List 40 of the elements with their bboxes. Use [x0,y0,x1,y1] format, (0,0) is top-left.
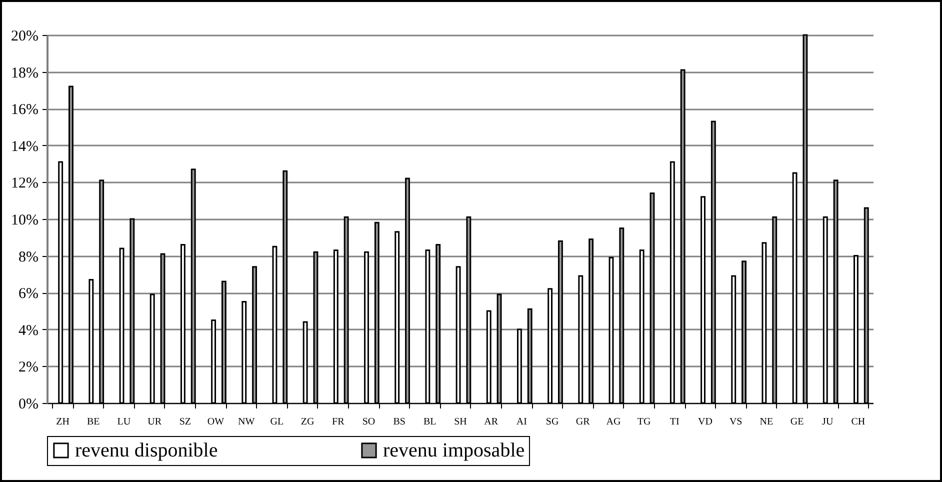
x-tick-label: AR [484,416,498,428]
x-tick-label: JU [822,416,834,428]
x-tick-label: GR [576,416,590,428]
x-tick-label: ZG [300,416,314,428]
x-tick-label: AI [516,416,527,428]
x-tick-label: OW [207,416,225,428]
x-tick-label: ZH [56,416,70,428]
y-tick-label: 4% [18,322,38,339]
x-tick-label: VS [729,416,742,428]
y-tick-label: 16% [11,102,38,118]
x-tick-label: UR [148,416,162,428]
x-tick-label: BS [393,416,406,428]
y-tick-label: 10% [11,212,38,228]
x-tick-label: FR [332,416,345,428]
x-tick-label: TI [670,416,680,428]
x-tick-label: GE [790,416,804,428]
y-tick-label: 8% [18,249,38,266]
y-tick-label: 2% [18,360,38,376]
x-tick-label: AG [606,416,621,428]
y-tick-label: 20% [11,28,38,44]
y-tick-label: 18% [11,65,38,82]
x-tick-label: VD [698,416,712,428]
x-tick-label: BL [424,416,436,428]
x-tick-label: NW [238,416,256,428]
x-tick-label: NE [760,416,774,428]
x-tick-label: SZ [179,416,192,428]
y-tick-label: 6% [18,286,38,302]
legend-label: revenu disponible [75,439,218,462]
x-tick-label: LU [117,416,132,428]
x-tick-label: TG [637,416,651,428]
y-tick-label: 0% [18,396,38,412]
x-tick-label: SG [546,416,559,428]
legend-label: revenu imposable [383,439,525,462]
y-tick-label: 12% [11,176,38,192]
x-tick-label: GL [270,416,284,428]
x-tick-label: CH [851,416,866,428]
x-tick-label: SO [362,416,376,428]
x-tick-label: SH [454,416,467,428]
x-tick-label: BE [87,416,100,428]
y-tick-label: 14% [11,138,38,155]
